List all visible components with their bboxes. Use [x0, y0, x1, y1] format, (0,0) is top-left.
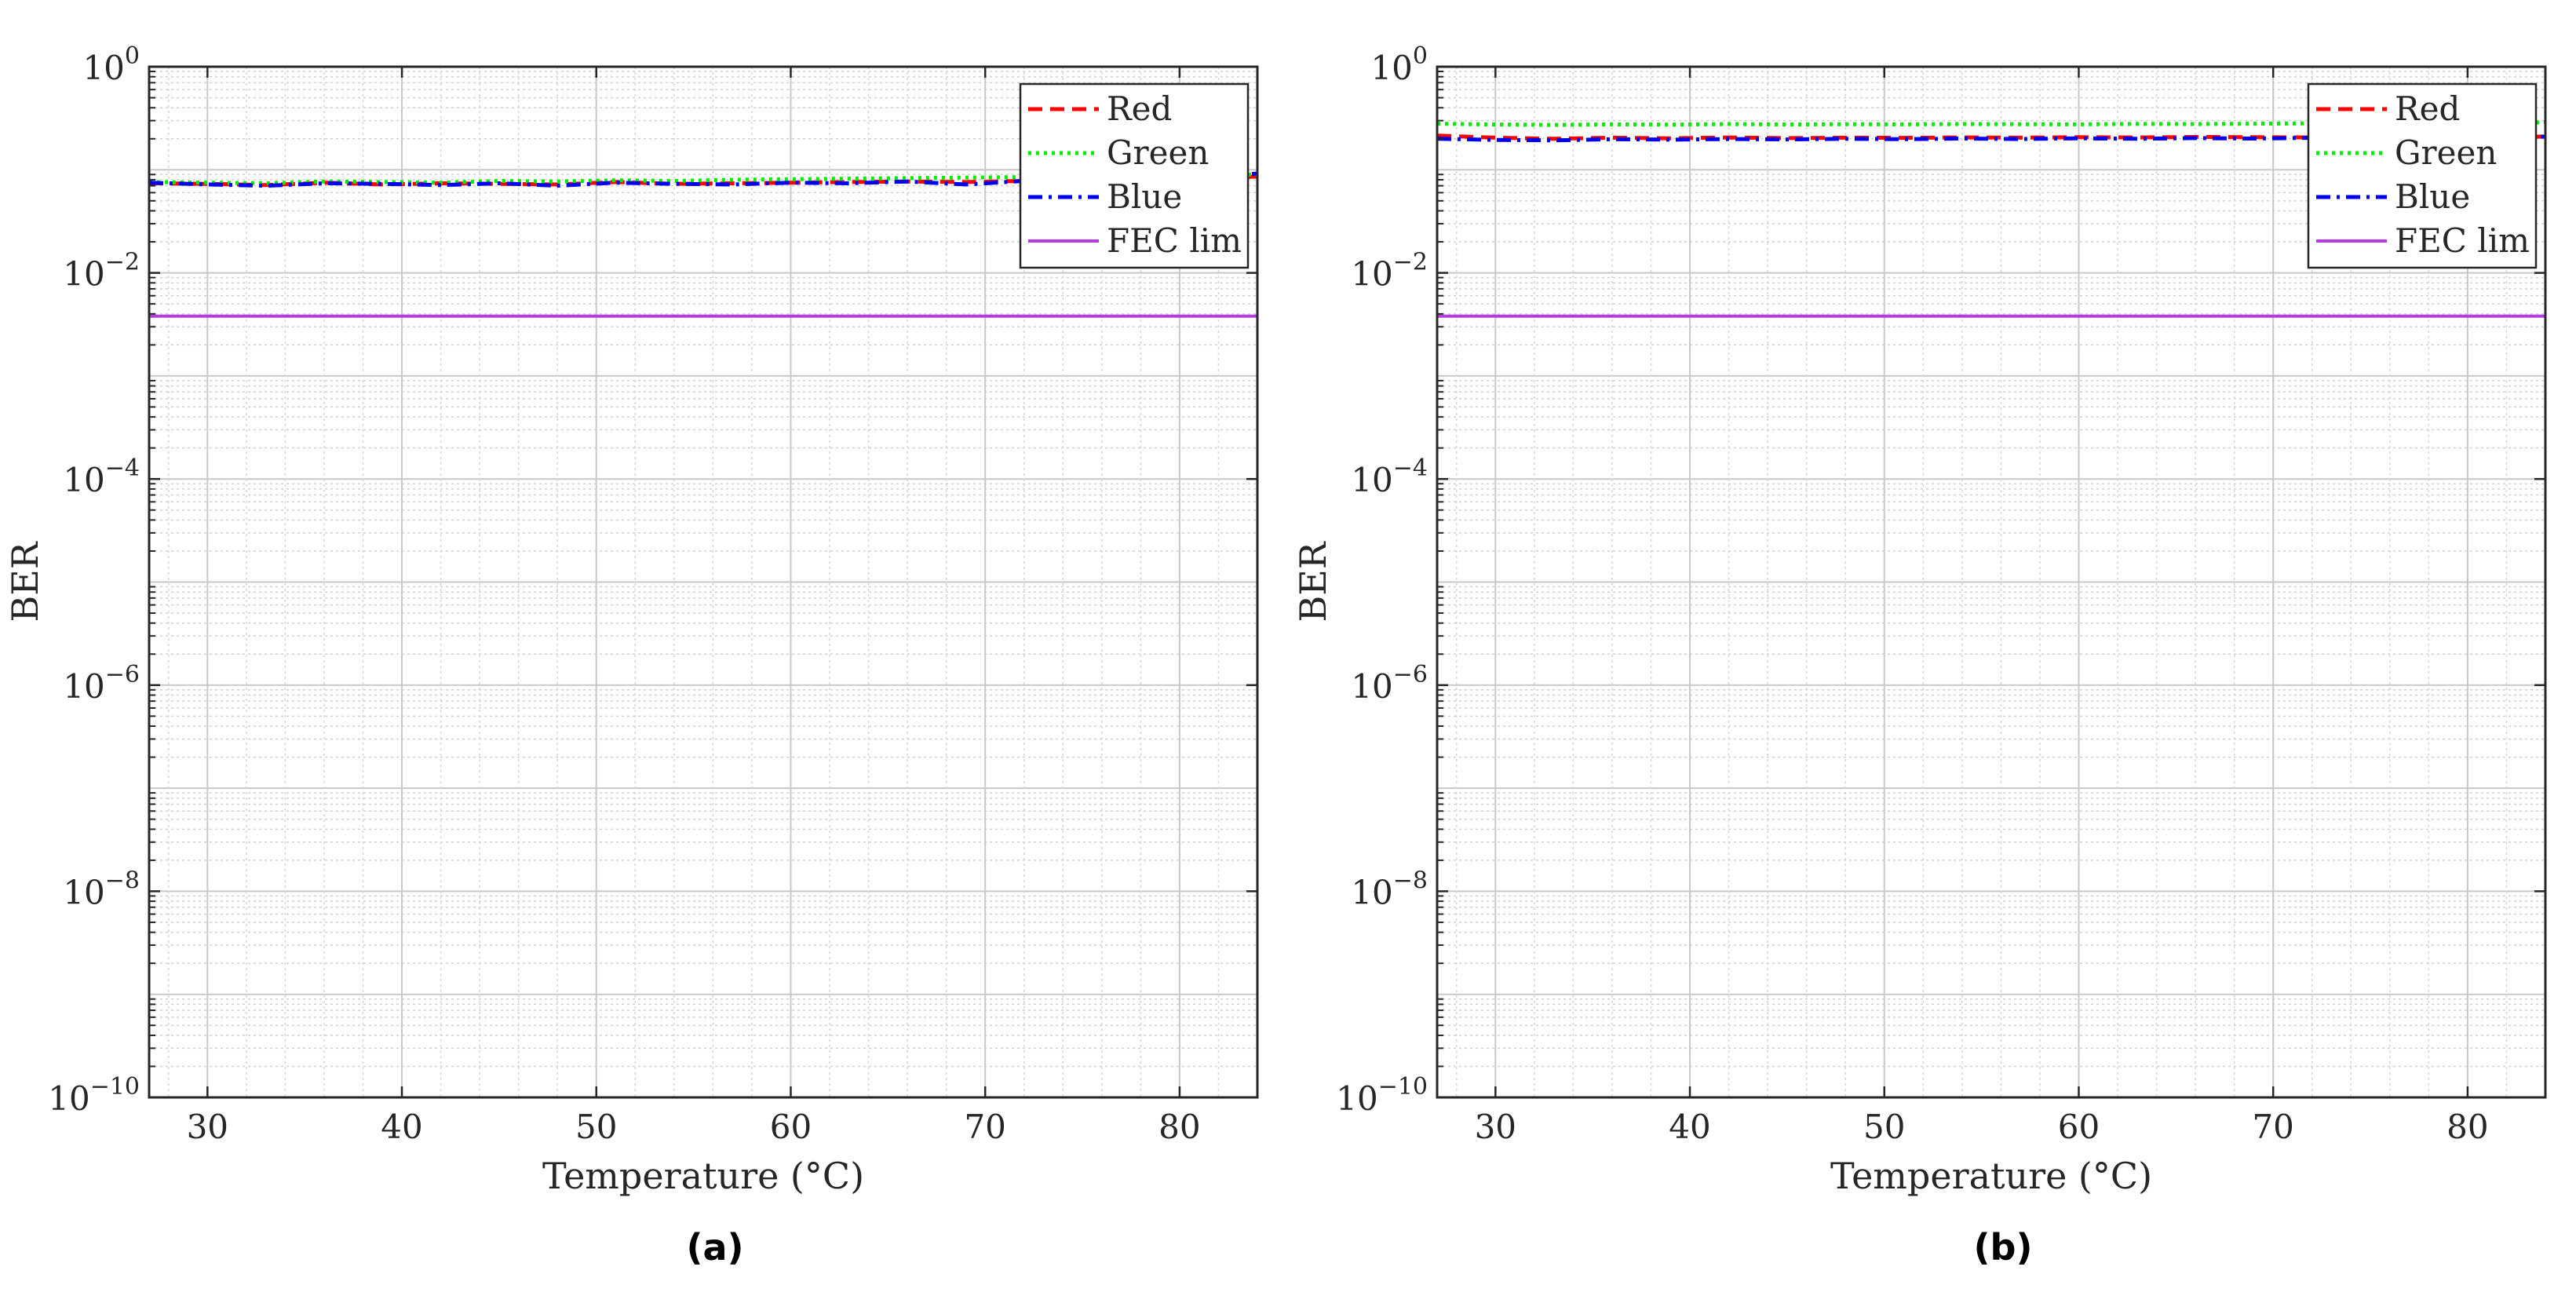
- pb-legend-box: [2307, 82, 2538, 269]
- pb-y-tick-label: 10−8: [1351, 867, 1428, 911]
- pb-y-tick-label: 10−2: [1351, 249, 1428, 294]
- pb-legend: Red Green Blue FEC lim: [2307, 82, 2538, 269]
- pb-y-tick-label: 10−10: [1336, 1073, 1428, 1118]
- pa-y-tick-label: 10−8: [63, 867, 140, 911]
- pb-x-tick-label: 70: [2252, 1108, 2293, 1146]
- pa-legend-label-blue: Blue: [1107, 177, 1182, 216]
- pb-legend-label-blue: Blue: [2395, 177, 2470, 216]
- pa-x-tick-label: 40: [381, 1108, 422, 1146]
- pa-y-tick-label: 100: [82, 42, 140, 87]
- pa-series-blue-line: [148, 171, 1258, 188]
- pb-x-tick-label: 80: [2446, 1108, 2488, 1146]
- pa-y-tick-label: 10−10: [48, 1073, 140, 1118]
- pb-y-axis-label: BER: [1292, 541, 1334, 622]
- pb-x-tick-label: 30: [1475, 1108, 1516, 1146]
- pa-y-axis-label: BER: [4, 541, 46, 622]
- pb-y-tick-label: 10−4: [1351, 455, 1428, 499]
- pb-legend-label-fec-lim: FEC lim: [2395, 221, 2530, 260]
- pb-legend-label-green: Green: [2395, 133, 2497, 172]
- pa-legend-box: [1019, 82, 1250, 269]
- pb-y-tick-label: 100: [1370, 42, 1428, 87]
- pa-x-tick-label: 80: [1158, 1108, 1200, 1146]
- pa-x-tick-label: 50: [575, 1108, 617, 1146]
- pa-y-tick-label: 10−4: [63, 455, 140, 499]
- pb-x-axis-label: Temperature (°C): [1830, 1155, 2152, 1197]
- pb-legend-label-red: Red: [2395, 89, 2460, 128]
- pa-legend-label-red: Red: [1107, 89, 1172, 128]
- chart-panel-a: 30 40 50 60 70 80 100 10−2 10−4 10−6 10−8 10−10 Temp…: [4, 42, 1259, 1269]
- pa-x-tick-label: 70: [964, 1108, 1005, 1146]
- pa-x-tick-label: 60: [770, 1108, 812, 1146]
- pa-caption: (a): [686, 1226, 743, 1269]
- pa-x-tick-label: 30: [187, 1108, 228, 1146]
- pb-x-tick-label: 50: [1863, 1108, 1905, 1146]
- pb-x-tick-label: 40: [1669, 1108, 1710, 1146]
- pa-y-tick-label: 10−2: [63, 249, 140, 294]
- pa-y-tick-label: 10−6: [63, 661, 140, 706]
- pb-axes-box: [1436, 65, 2547, 1099]
- chart-panel-b: 30 40 50 60 70 80 100 10−2 10−4 10−6 10−8 10−10 Temp…: [1292, 42, 2547, 1269]
- pa-x-axis-label: Temperature (°C): [542, 1155, 864, 1197]
- pa-legend-label-fec-lim: FEC lim: [1107, 221, 1242, 260]
- pa-legend-label-green: Green: [1107, 133, 1209, 172]
- pb-x-tick-label: 60: [2058, 1108, 2100, 1146]
- pa-axes-box: [148, 65, 1259, 1099]
- pb-caption: (b): [1974, 1226, 2033, 1269]
- pb-series-blue-line: [1436, 134, 2546, 143]
- pb-y-tick-label: 10−6: [1351, 661, 1428, 706]
- pa-legend: Red Green Blue FEC lim: [1019, 82, 1250, 269]
